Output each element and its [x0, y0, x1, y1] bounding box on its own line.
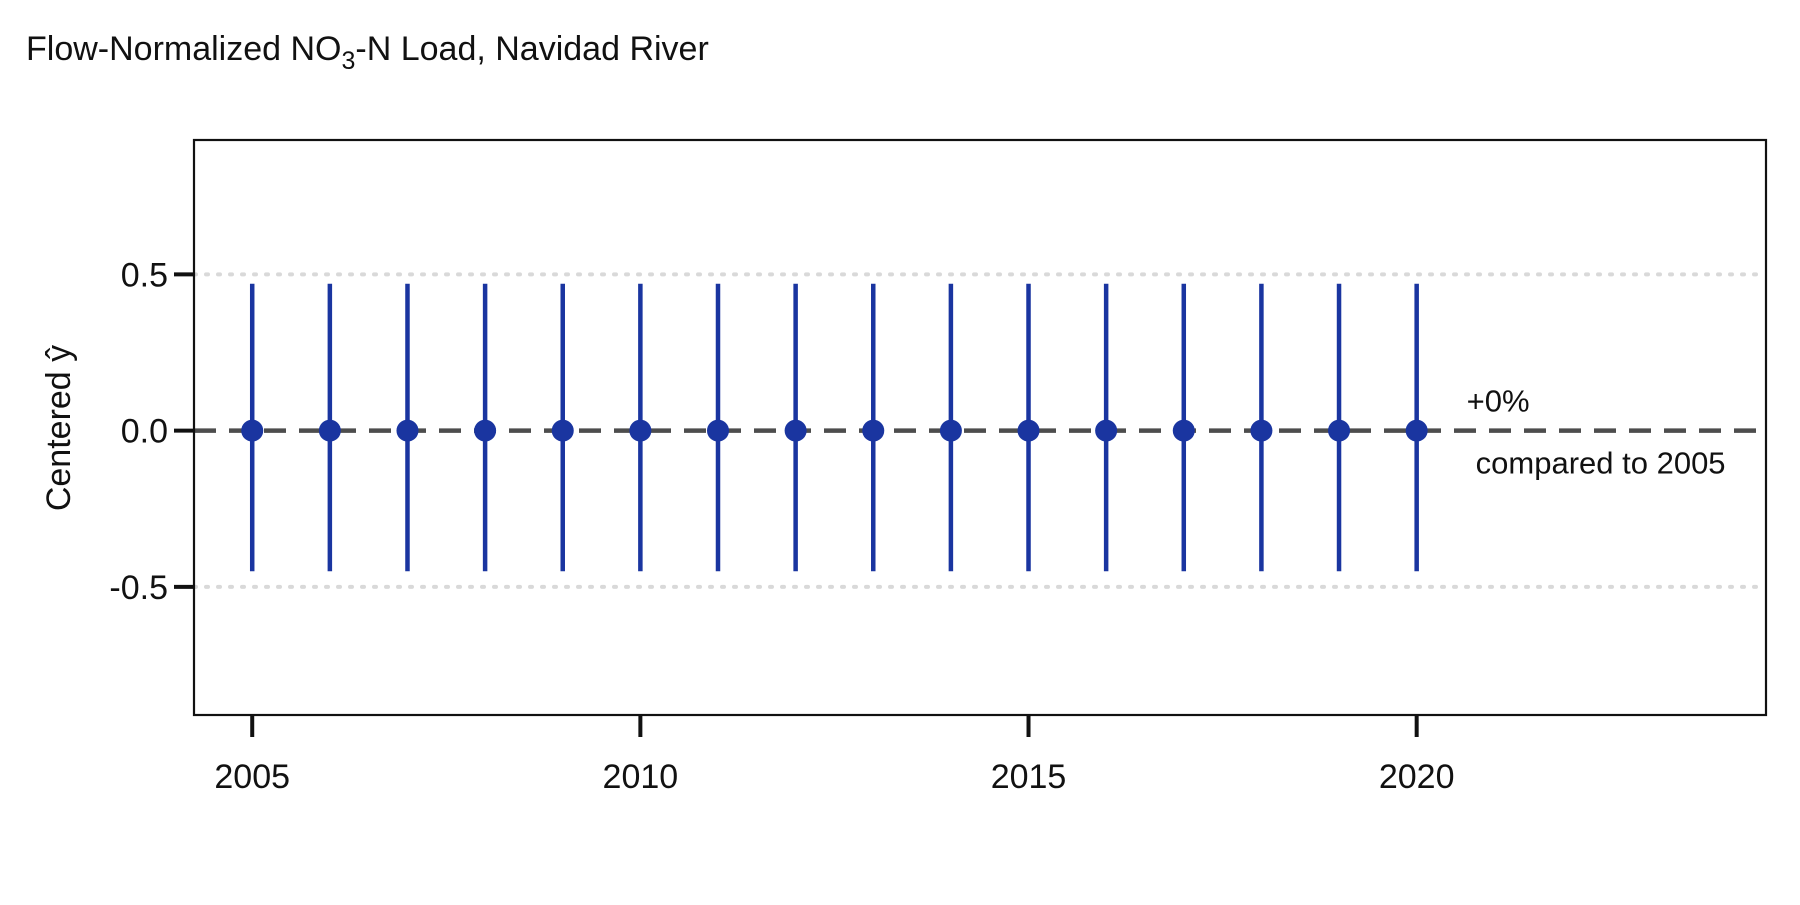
plot-area: 0.5 0.0 -0.5 2005 2010 2015 2020 +0% compared to… — [109, 138, 1768, 796]
annotation-change: +0% — [1467, 384, 1530, 419]
data-point-2017 — [1172, 419, 1195, 442]
data-point-2009 — [551, 419, 574, 442]
data-point-2007 — [396, 419, 419, 442]
chart-title: Flow-Normalized NO3-N Load, Navidad Rive… — [26, 30, 709, 75]
y-axis-title: Centered ŷ — [40, 345, 78, 511]
data-point-2012 — [784, 419, 807, 442]
data-point-2006 — [318, 419, 341, 442]
data-point-2008 — [474, 419, 497, 442]
plot-panel-background — [194, 140, 1766, 715]
annotation-baseline: compared to 2005 — [1476, 446, 1726, 481]
svg-text:Centered ŷ: Centered ŷ — [40, 345, 78, 511]
chart-title-suffix: -N Load, Navidad River — [355, 30, 708, 68]
data-point-2013 — [862, 419, 885, 442]
data-point-2015 — [1017, 419, 1040, 442]
y-axis-title-label: Centered — [40, 371, 78, 511]
x-tick-label-1: 2010 — [603, 758, 679, 796]
plot-panel-border — [192, 138, 1768, 717]
data-point-2020 — [1405, 419, 1428, 442]
data-point-2011 — [707, 419, 729, 442]
data-point-2005 — [241, 419, 264, 442]
data-point-2016 — [1095, 419, 1118, 442]
data-point-2018 — [1250, 419, 1273, 442]
y-tick-label-1: 0.0 — [121, 413, 168, 451]
chart-title-subscript: 3 — [342, 47, 356, 75]
data-point-2014 — [939, 419, 962, 442]
x-tick-label-2: 2015 — [991, 758, 1067, 796]
x-tick-label-0: 2005 — [214, 758, 290, 796]
y-axis-title-symbol: ŷ — [40, 345, 78, 362]
chart-title-prefix: Flow-Normalized NO — [26, 30, 342, 68]
y-tick-label-0: 0.5 — [121, 256, 168, 294]
data-point-2019 — [1328, 419, 1351, 442]
y-tick-label-2: -0.5 — [109, 569, 168, 607]
x-tick-label-3: 2020 — [1379, 758, 1455, 796]
data-point-2010 — [629, 419, 652, 442]
